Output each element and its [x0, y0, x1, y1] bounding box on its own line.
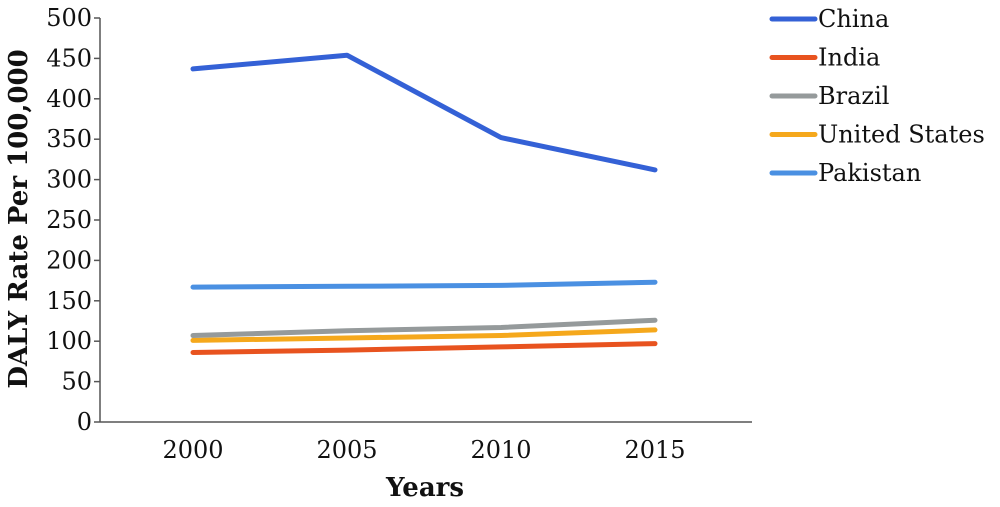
legend-label-united-states: United States	[818, 121, 985, 149]
y-tick-label: 150	[46, 287, 92, 315]
legend-label-brazil: Brazil	[818, 82, 889, 110]
y-tick-label: 300	[46, 166, 92, 194]
legend-label-china: China	[818, 5, 889, 33]
x-tick-label: 2015	[624, 436, 685, 464]
y-tick-label: 0	[77, 408, 92, 436]
y-tick-label: 350	[46, 125, 92, 153]
x-tick-label: 2005	[316, 436, 377, 464]
legend-label-india: India	[818, 44, 880, 72]
y-tick-label: 500	[46, 4, 92, 32]
axes: 0 50 100 150 200 250 300 350 400 450 500 2000 2005 20…	[46, 4, 752, 464]
series-lines	[190, 52, 658, 355]
series-line-pakistan	[190, 279, 658, 290]
y-tick-label: 100	[46, 327, 92, 355]
series-line-india	[190, 341, 658, 355]
y-tick-label: 400	[46, 85, 92, 113]
series-line-united-states	[190, 327, 658, 343]
series-line-china	[190, 52, 658, 173]
x-tick-label: 2010	[470, 436, 531, 464]
x-tick-label: 2000	[162, 436, 223, 464]
legend: China India Brazil United States Pakistan	[769, 5, 985, 187]
y-axis-title: DALY Rate Per 100,000	[4, 49, 34, 388]
y-tick-label: 200	[46, 246, 92, 274]
y-tick-label: 250	[46, 206, 92, 234]
x-axis-title: Years	[385, 473, 464, 503]
series-line-brazil	[190, 317, 658, 338]
y-tick-label: 50	[61, 368, 92, 396]
y-tick-label: 450	[46, 44, 92, 72]
legend-label-pakistan: Pakistan	[818, 159, 921, 187]
